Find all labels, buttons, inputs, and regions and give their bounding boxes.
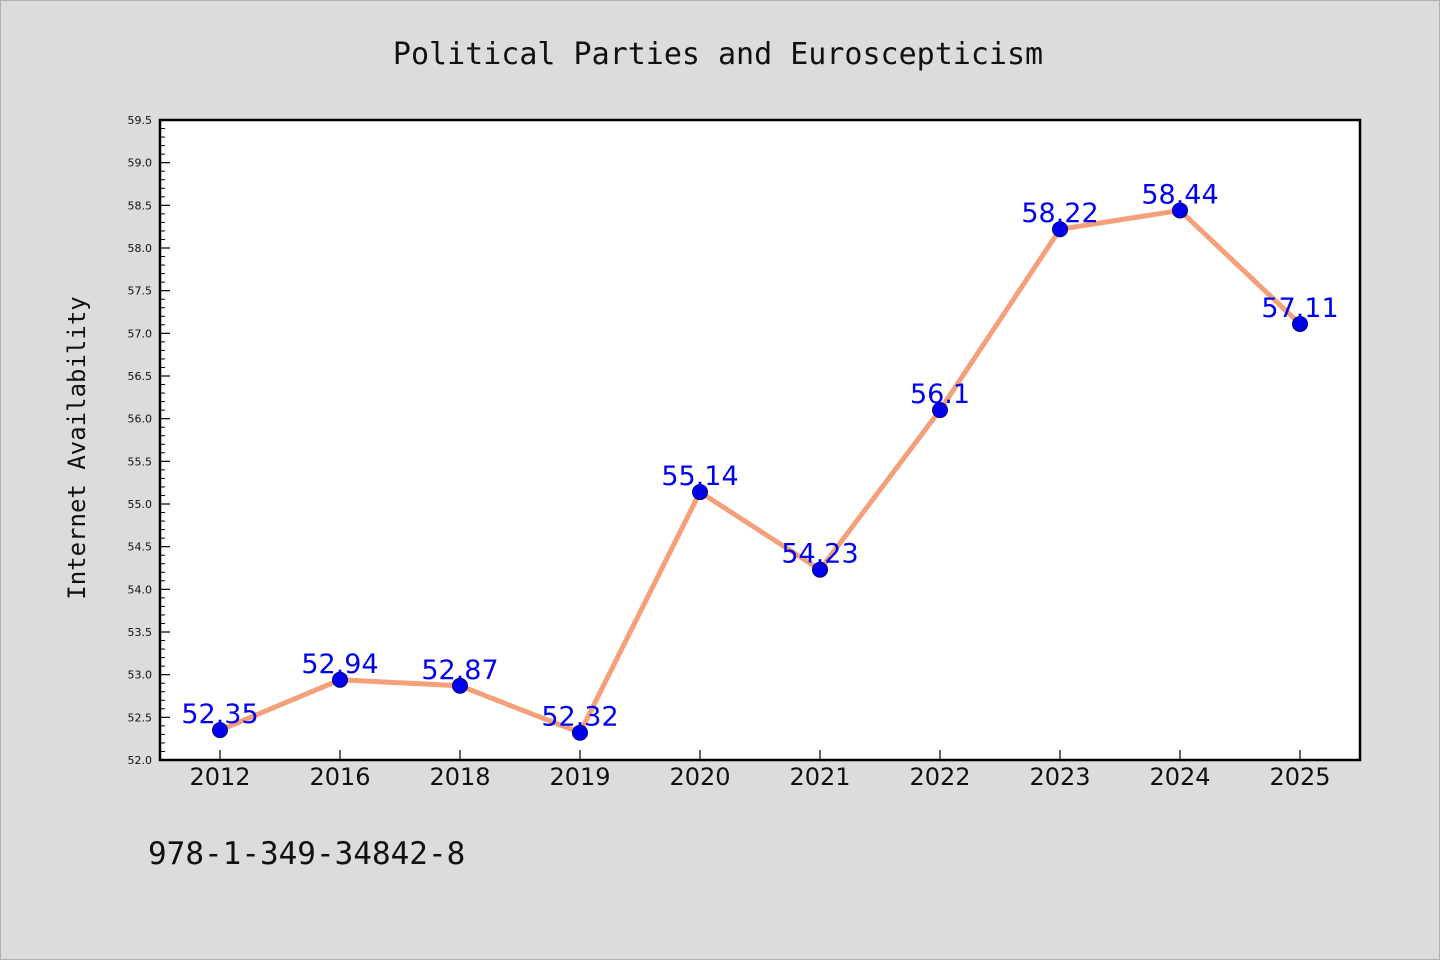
series-line: [217, 207, 1303, 736]
data-label: 52.94: [301, 649, 378, 680]
data-point: [932, 402, 948, 419]
plot-border: [158, 118, 1362, 762]
data-point: [452, 677, 468, 694]
data-point: [692, 484, 708, 501]
series-group: 52.35 52.94 52.87 52.32 55.14 54.23 56.1 58.22 5…: [181, 179, 1339, 741]
data-label: 56.1: [910, 379, 970, 410]
data-label: 57.11: [1261, 293, 1338, 324]
x-tick-label: 2020: [669, 763, 730, 791]
y-tick-label: 54.0: [128, 583, 153, 596]
data-point: [1292, 315, 1308, 332]
x-tick-label: 2018: [429, 763, 490, 791]
data-label: 52.32: [541, 702, 618, 733]
y-tick-label: 56.5: [128, 370, 153, 383]
y-tick-label: 53.5: [128, 626, 153, 639]
data-point: [812, 561, 828, 578]
data-point: [212, 722, 228, 739]
x-tick-label: 2023: [1029, 763, 1090, 791]
y-tick-label: 52.5: [128, 711, 153, 724]
data-label: 58.44: [1141, 179, 1218, 210]
data-label: 55.14: [661, 461, 738, 492]
x-tick-label: 2025: [1269, 763, 1330, 791]
x-tick-label: 2022: [909, 763, 970, 791]
y-tick-label: 59.0: [128, 157, 153, 170]
y-tick-label: 55.0: [128, 498, 153, 511]
y-tick-label: 55.5: [128, 455, 153, 468]
y-tick-label: 57.5: [128, 285, 153, 298]
x-tick-label: 2012: [189, 763, 250, 791]
chart-title: Political Parties and Euroscepticism: [393, 37, 1043, 72]
y-axis-label: Internet Availability: [63, 296, 91, 599]
x-tick-label: 2021: [789, 763, 850, 791]
data-label: 54.23: [781, 539, 858, 570]
x-tick-label: 2016: [309, 763, 370, 791]
data-point: [572, 724, 588, 741]
x-tick-label: 2019: [549, 763, 610, 791]
y-tick-label: 57.0: [128, 327, 153, 340]
x-tick-label: 2024: [1149, 763, 1210, 791]
y-tick-label: 52.0: [128, 754, 153, 767]
y-tick-label: 56.0: [128, 413, 153, 426]
y-tick-label: 58.5: [128, 199, 153, 212]
data-label: 58.22: [1021, 198, 1098, 229]
data-label: 52.87: [421, 655, 498, 686]
y-tick-label: 59.5: [128, 114, 153, 127]
data-label: 52.35: [181, 699, 258, 730]
y-axis: 52.0 52.5 53.0 53.5 54.0 54.5 55.0 55.5 56.0 56.5…: [128, 114, 170, 767]
y-tick-label: 54.5: [128, 541, 153, 554]
data-point: [1052, 221, 1068, 238]
footer-code: 978-1-349-34842-8: [148, 836, 465, 872]
data-point: [1172, 202, 1188, 219]
data-point: [332, 671, 348, 688]
y-tick-label: 53.0: [128, 669, 153, 682]
y-tick-label: 58.0: [128, 242, 153, 255]
plot-area: [160, 120, 1360, 760]
x-axis: 2012 2016 2018 2019 2020 2021 2022 2023 2024 2025: [189, 750, 1331, 791]
